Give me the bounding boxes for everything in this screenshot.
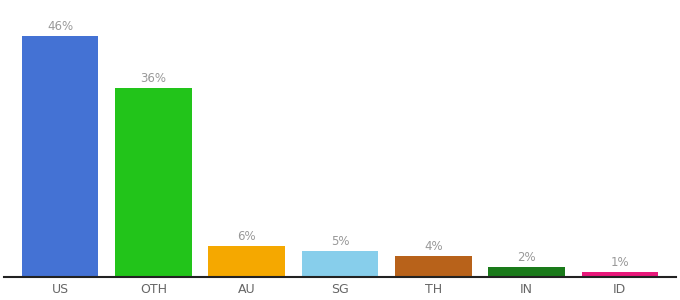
Text: 6%: 6%: [237, 230, 256, 243]
Bar: [22, 36, 99, 277]
Text: 36%: 36%: [141, 72, 167, 85]
Text: 4%: 4%: [424, 240, 443, 253]
Text: 46%: 46%: [47, 20, 73, 32]
Text: 2%: 2%: [517, 250, 536, 264]
Bar: [395, 256, 471, 277]
Bar: [302, 251, 378, 277]
Text: 1%: 1%: [611, 256, 629, 269]
Bar: [488, 267, 565, 277]
Text: 5%: 5%: [330, 235, 350, 248]
Bar: [581, 272, 658, 277]
Bar: [115, 88, 192, 277]
Bar: [209, 246, 285, 277]
